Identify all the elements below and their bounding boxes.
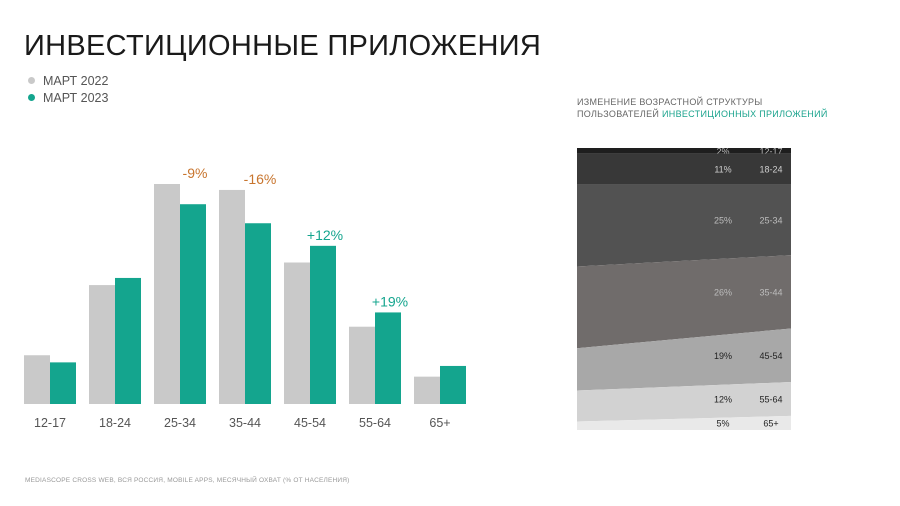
stack-chart-title-line1: ИЗМЕНЕНИЕ ВОЗРАСТНОЙ СТРУКТУРЫ <box>577 97 763 107</box>
legend-label-2023: МАРТ 2023 <box>43 90 109 105</box>
stack-chart-title: ИЗМЕНЕНИЕ ВОЗРАСТНОЙ СТРУКТУРЫ ПОЛЬЗОВАТ… <box>577 96 828 120</box>
band-percent-label: 19% <box>714 351 732 361</box>
band-45-54 <box>577 328 791 391</box>
x-tick-label: 12-17 <box>34 416 66 430</box>
bar-35-44-2022 <box>219 189 245 404</box>
band-age-label: 45-54 <box>759 351 782 361</box>
band-percent-label: 25% <box>714 215 732 225</box>
x-tick-label: 25-34 <box>164 416 196 430</box>
stack-chart-title-accent: ИНВЕСТИЦИОННЫХ ПРИЛОЖЕНИЙ <box>662 109 828 119</box>
band-35-44 <box>577 255 791 349</box>
bar-45-54-2023 <box>310 245 336 404</box>
change-annotation: -16% <box>244 171 277 187</box>
x-tick-label: 18-24 <box>99 416 131 430</box>
legend-item-2023: МАРТ 2023 <box>28 89 108 106</box>
bar-55-64-2022 <box>349 326 375 404</box>
band-age-label: 35-44 <box>759 287 782 297</box>
change-annotation: +12% <box>307 227 343 243</box>
band-12-17 <box>577 148 791 154</box>
change-annotation: -9% <box>183 165 208 181</box>
legend-dot-2023 <box>28 94 35 101</box>
stack-chart-title-prefix: ПОЛЬЗОВАТЕЛЕЙ <box>577 109 662 119</box>
bar-12-17-2022 <box>24 355 50 404</box>
band-65+ <box>577 415 791 430</box>
source-note: MEDIASCOPE CROSS WEB, ВСЯ РОССИЯ, MOBILE… <box>25 477 350 484</box>
bar-25-34-2023 <box>180 204 206 404</box>
bar-12-17-2023 <box>50 362 76 404</box>
legend-item-2022: МАРТ 2022 <box>28 72 108 89</box>
x-tick-label: 45-54 <box>294 416 326 430</box>
x-tick-label: 35-44 <box>229 416 261 430</box>
legend: МАРТ 2022 МАРТ 2023 <box>28 72 108 106</box>
change-annotation: +19% <box>372 293 408 309</box>
bar-55-64-2023 <box>375 312 401 404</box>
legend-label-2022: МАРТ 2022 <box>43 73 109 88</box>
band-percent-label: 12% <box>714 394 732 404</box>
band-percent-label: 11% <box>714 165 731 175</box>
x-tick-label: 65+ <box>429 416 450 430</box>
bar-35-44-2023 <box>245 223 271 404</box>
band-age-label: 55-64 <box>759 394 782 404</box>
bar-25-34-2022 <box>154 184 180 404</box>
band-age-label: 25-34 <box>759 215 782 225</box>
x-tick-label: 55-64 <box>359 416 391 430</box>
band-25-34 <box>577 184 791 267</box>
band-age-label: 12-17 <box>759 146 782 156</box>
band-age-label: 65+ <box>763 418 778 428</box>
bar-18-24-2022 <box>89 285 115 404</box>
bar-45-54-2022 <box>284 262 310 404</box>
bar-18-24-2023 <box>115 277 141 404</box>
band-percent-label: 5% <box>716 418 729 428</box>
stack-chart-title-line2: ПОЛЬЗОВАТЕЛЕЙ ИНВЕСТИЦИОННЫХ ПРИЛОЖЕНИЙ <box>577 108 828 120</box>
band-55-64 <box>577 382 791 422</box>
bar-65+-2023 <box>440 365 466 404</box>
band-percent-label: 26% <box>714 287 732 297</box>
band-percent-label: 2% <box>716 146 729 156</box>
page-title: ИНВЕСТИЦИОННЫЕ ПРИЛОЖЕНИЯ <box>24 30 542 62</box>
legend-dot-2022 <box>28 77 35 84</box>
band-age-label: 18-24 <box>759 165 782 175</box>
band-18-24 <box>577 153 791 185</box>
bar-65+-2022 <box>414 376 440 404</box>
